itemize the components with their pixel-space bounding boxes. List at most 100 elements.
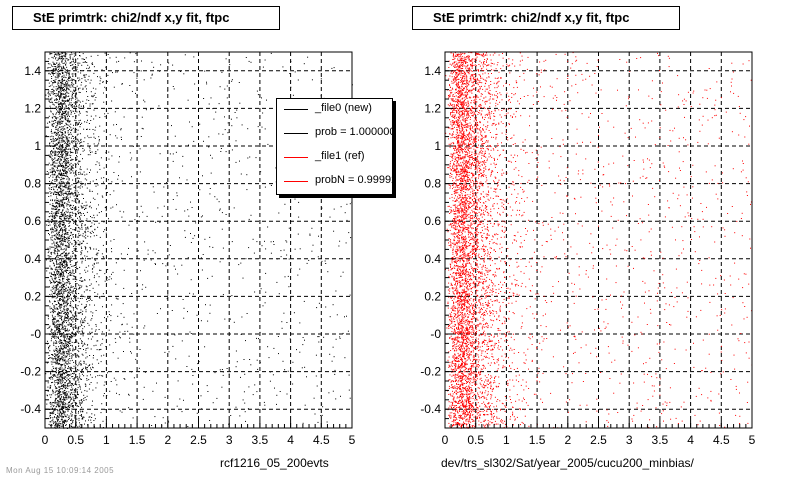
scatter-point [66,232,68,234]
scatter-point [55,72,57,74]
scatter-point [59,112,60,114]
scatter-point [61,181,63,183]
scatter-point [85,232,87,234]
scatter-point [71,389,73,391]
scatter-point [63,328,65,330]
scatter-point [81,262,83,264]
scatter-point [209,312,211,314]
scatter-point [53,89,54,91]
scatter-point [292,383,294,385]
scatter-point [53,278,55,280]
scatter-point [73,400,75,402]
scatter-point [51,354,53,355]
scatter-point [78,110,80,112]
scatter-point [63,189,65,191]
scatter-point [60,286,62,288]
scatter-point [59,255,61,257]
scatter-point [60,84,62,86]
scatter-point [183,399,184,401]
scatter-point [86,375,88,377]
scatter-point [65,239,67,241]
scatter-point [65,151,67,152]
scatter-point [70,373,72,375]
scatter-point [62,278,64,280]
scatter-point [64,52,66,54]
scatter-point [61,384,63,386]
scatter-point [51,412,53,414]
scatter-point [50,192,52,194]
scatter-point [61,82,63,84]
scatter-point [89,416,91,418]
scatter-point [62,139,64,141]
scatter-point [68,86,70,88]
scatter-point [59,263,61,265]
scatter-point [65,136,67,138]
scatter-point [53,336,55,338]
scatter-point [56,189,58,191]
scatter-point [77,369,78,371]
scatter-point [47,122,49,124]
scatter-point [82,335,84,337]
scatter-point [51,297,53,299]
scatter-point [58,367,60,369]
scatter-point [230,415,232,416]
scatter-point [71,93,73,95]
scatter-point [116,124,117,125]
scatter-point [65,74,67,76]
scatter-point [52,274,54,276]
scatter-point [58,194,60,196]
scatter-point [57,331,59,333]
scatter-point [336,314,338,316]
scatter-point [190,242,192,243]
scatter-point [115,341,117,343]
scatter-point [77,186,79,188]
scatter-point [90,216,91,217]
scatter-point [60,324,62,326]
scatter-point [62,76,64,78]
scatter-point [62,201,64,203]
scatter-point [60,243,62,245]
scatter-point [54,268,56,270]
chart-title-text: StE primtrk: chi2/ndf x,y fit, ftpc [33,10,230,25]
scatter-point [90,79,92,81]
scatter-point [58,71,60,72]
scatter-point [94,275,95,277]
scatter-point [194,235,196,237]
scatter-point [62,283,64,285]
scatter-point [54,316,56,318]
scatter-point [69,393,71,395]
scatter-point [64,414,66,416]
scatter-point [50,275,52,277]
scatter-point [70,413,72,415]
scatter-point [52,167,54,169]
scatter-point [49,272,51,274]
scatter-point [93,235,95,237]
scatter-point [68,292,70,294]
scatter-point [59,80,61,82]
scatter-point [75,189,77,191]
scatter-point [283,249,285,251]
scatter-point [71,359,73,361]
scatter-point [87,322,89,324]
scatter-point [89,103,91,105]
scatter-point [60,374,62,376]
scatter-point [55,68,57,70]
scatter-point [60,53,62,55]
scatter-point [85,201,87,203]
scatter-point [86,301,88,303]
scatter-point [53,188,54,190]
scatter-point [64,170,66,172]
scatter-point [81,373,83,375]
scatter-point [76,177,78,179]
scatter-point [62,384,64,385]
scatter-point [70,65,71,67]
scatter-point [96,349,98,351]
scatter-point [58,416,60,418]
scatter-point [49,421,51,423]
scatter-point [62,284,64,285]
scatter-point [52,366,54,368]
scatter-point [99,125,101,127]
scatter-point [84,397,86,398]
scatter-point [58,165,60,167]
scatter-point [89,82,91,84]
